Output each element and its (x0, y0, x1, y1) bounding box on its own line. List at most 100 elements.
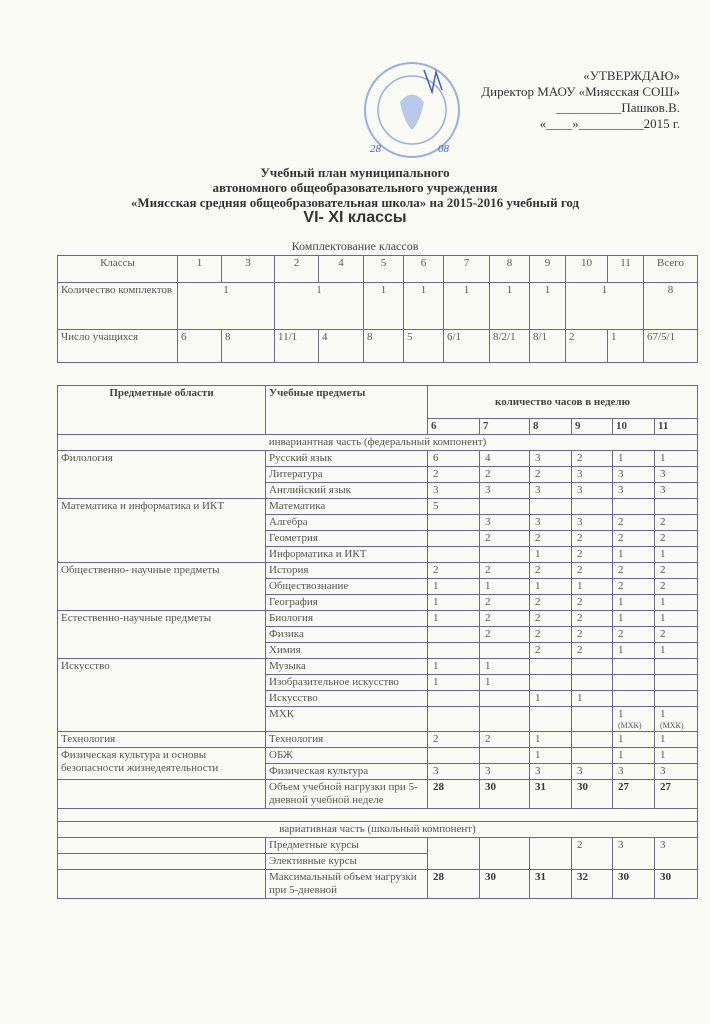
total-value: 28 (427, 779, 480, 809)
subject-name: Русский язык (265, 450, 428, 467)
hours-cell (427, 747, 480, 764)
approval-signature-line: __________Пашков.В. (556, 100, 680, 115)
hours-cell (571, 747, 613, 764)
handwritten-day: 28 (370, 143, 382, 155)
hours-cell: 1 (653, 731, 699, 748)
hours-cell (479, 706, 530, 732)
students-cell: 6/1 (443, 329, 490, 363)
subject-name: Изобразительное искусство (265, 674, 428, 691)
hours-cell: 2 (571, 610, 613, 627)
hours-cell (529, 498, 572, 515)
variative-hours: 3 (653, 837, 699, 870)
hours-cell: 3 (571, 466, 613, 483)
sets-cell: 1 (565, 282, 644, 330)
classes-header-cell: Классы (57, 255, 178, 283)
hours-cell: 6 (427, 450, 480, 467)
total-value: 30 (612, 869, 655, 899)
total-label: Объем учебной нагрузки при 5-дневной уче… (265, 779, 428, 809)
hours-cell: 2 (571, 450, 613, 467)
grade-header-cell: 7 (479, 418, 530, 435)
sets-cell: 1 (443, 282, 490, 330)
empty-cell (57, 779, 266, 809)
hours-cell: 2 (529, 530, 572, 547)
hours-value: 1 (660, 708, 666, 720)
total-value: 31 (529, 869, 572, 899)
subject-name: Алгебра (265, 514, 428, 531)
variative-row: Предметные курсы 2 3 3 (57, 837, 699, 870)
hours-note: (МХК) (660, 721, 684, 730)
hours-cell: 2 (529, 594, 572, 611)
hours-cell: 2 (612, 626, 655, 643)
hours-cell: 1 (653, 642, 699, 659)
approval-block: «УТВЕРЖДАЮ» Директор МАОУ «Миясская СОШ»… (481, 68, 680, 132)
students-row: Число учащихся 6 8 11/1 4 8 5 6/1 8/2/1 8/1 2 1 67/5… (57, 329, 698, 363)
variative-hours: 3 (612, 837, 655, 870)
hours-cell (427, 514, 480, 531)
hours-cell: 1 (571, 690, 613, 707)
total-value: 30 (653, 869, 699, 899)
students-cell: 8/1 (529, 329, 566, 363)
subject-row: Естественно-научные предметы Биология 1 2 2 2… (57, 610, 699, 659)
hours-cell: 1 (653, 546, 699, 563)
hours-cell: 2 (479, 562, 530, 579)
hours-cell (612, 498, 655, 515)
subject-row: Физическая культура и основы безопасност… (57, 747, 699, 780)
hours-cell: 3 (571, 514, 613, 531)
section-label-variative: вариативная часть (школьный компонент) (56, 821, 699, 838)
subject-row: Искусство 1 1 (58, 690, 699, 707)
eagle-emblem-icon (400, 94, 424, 130)
hours-cell (427, 530, 480, 547)
empty-cell (56, 808, 699, 822)
subject-area: Естественно-научные предметы (57, 610, 266, 659)
hours-cell: 1 (529, 747, 572, 764)
column-header-subject: Учебные предметы (265, 385, 428, 435)
grade-header-cell: 10 (612, 418, 655, 435)
subject-name: Технология (265, 731, 428, 748)
hours-cell: 2 (571, 642, 613, 659)
hours-cell: 3 (612, 763, 655, 780)
subject-name: История (265, 562, 428, 579)
subject-name: Английский язык (265, 482, 428, 499)
classes-header-cell: 7 (443, 255, 490, 283)
title-line-3: «Миясская средняя общеобразовательная шк… (130, 195, 580, 210)
total-value: 30 (479, 869, 530, 899)
approval-date: «____»__________2015 г. (539, 116, 680, 131)
subject-name: Биология (265, 610, 428, 627)
grade-header-cell: 8 (529, 418, 572, 435)
variative-hours (479, 837, 530, 870)
hours-cell: 3 (653, 466, 699, 483)
hours-cell: 3 (427, 482, 480, 499)
max-5day-row: Максимальный объем нагрузки при 5-дневно… (57, 869, 699, 899)
sets-cell: 1 (529, 282, 566, 330)
hours-cell: 5 (427, 498, 480, 515)
hours-cell: 4 (479, 450, 530, 467)
hours-cell: 2 (479, 530, 530, 547)
hours-cell: 2 (653, 530, 699, 547)
total-value: 32 (571, 869, 613, 899)
empty-cell (57, 869, 266, 899)
subject-row: Общественно- научные предметы История 2 2 2 2… (57, 562, 699, 611)
subject-area: Физическая культура и основы безопасност… (57, 747, 266, 780)
hours-cell (571, 731, 613, 748)
hours-cell: 3 (529, 482, 572, 499)
subject-row: Искусство Музыка 1 1 (57, 658, 699, 732)
hours-cell (612, 690, 655, 707)
total-value: 27 (612, 779, 655, 809)
hours-cell: 2 (427, 731, 480, 748)
hours-cell: 1 (653, 747, 699, 764)
classes-header-cell: 8 (489, 255, 530, 283)
curriculum-table: Предметные области Учебные предметы количе… (56, 385, 699, 899)
section-row: инвариантная часть (федеральный компонен… (56, 434, 699, 451)
students-cell: 67/5/1 (643, 329, 698, 363)
variative-row: Элективные курсы (57, 853, 698, 870)
hours-cell (612, 658, 655, 675)
total-value: 31 (529, 779, 572, 809)
hours-cell (529, 658, 572, 675)
hours-cell: 2 (653, 578, 699, 595)
hours-cell: 3 (529, 763, 572, 780)
column-header-hours: количество часов в неделю (426, 385, 699, 419)
hours-cell: 2 (571, 562, 613, 579)
classes-header-cell: 2 (274, 255, 319, 283)
stamp-inner-ring (377, 75, 447, 145)
total-label: Максимальный объем нагрузки при 5-дневно… (265, 869, 428, 899)
